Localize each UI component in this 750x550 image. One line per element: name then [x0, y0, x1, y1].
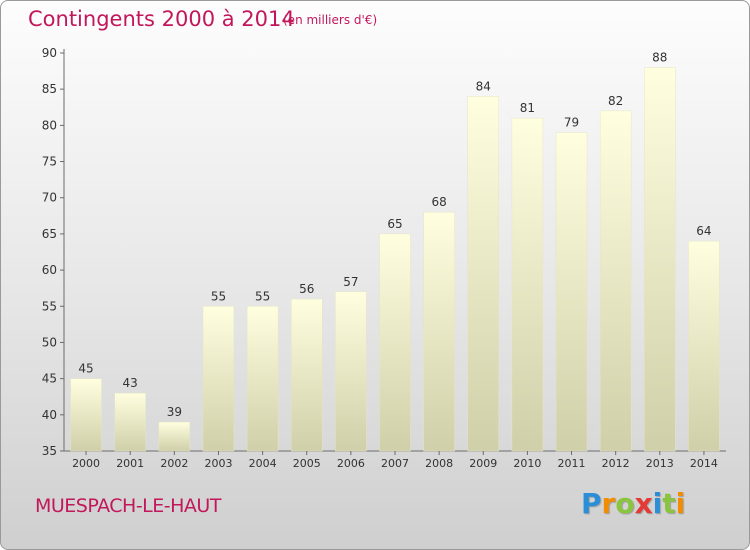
- place-name: MUESPACH-LE-HAUT: [35, 495, 221, 517]
- x-tick-label: 2009: [469, 457, 497, 470]
- chart-title: Contingents 2000 à 2014: [28, 7, 295, 31]
- x-tick-label: 2000: [72, 457, 100, 470]
- proxiti-logo: Proxiti: [581, 487, 685, 520]
- bar: [644, 67, 676, 452]
- bar: [379, 233, 411, 452]
- y-tick-label: 55: [42, 299, 57, 313]
- x-tick-label: 2003: [204, 457, 232, 470]
- data-label: 39: [167, 405, 182, 419]
- y-tick-label: 65: [42, 227, 57, 241]
- bar: [70, 378, 102, 452]
- bar: [202, 306, 235, 452]
- bar: [290, 298, 323, 452]
- logo-letter: P: [581, 487, 602, 520]
- x-tick-label: 2008: [425, 457, 453, 470]
- x-tick-label: 2010: [513, 457, 541, 470]
- y-tick-label: 35: [42, 444, 57, 458]
- bar: [599, 110, 632, 452]
- x-tick-label: 2011: [558, 457, 586, 470]
- y-tick-label: 70: [42, 191, 57, 205]
- data-label: 65: [387, 217, 402, 231]
- data-label: 84: [476, 79, 491, 93]
- x-tick-label: 2014: [690, 457, 718, 470]
- y-tick-label: 40: [42, 408, 57, 422]
- bar: [114, 392, 146, 452]
- data-label: 57: [343, 275, 358, 289]
- x-tick-label: 2001: [116, 457, 144, 470]
- data-label: 88: [652, 50, 667, 64]
- bar: [423, 211, 455, 452]
- x-tick-label: 2012: [602, 457, 630, 470]
- bar: [335, 291, 367, 452]
- logo-letter: o: [615, 487, 635, 520]
- x-tick-label: 2013: [646, 457, 674, 470]
- data-label: 82: [608, 94, 623, 108]
- logo-letter: i: [675, 487, 686, 520]
- logo-letter: x: [634, 487, 653, 520]
- data-label: 45: [78, 362, 93, 376]
- data-label: 68: [431, 195, 446, 209]
- bar: [555, 132, 588, 452]
- x-tick-label: 2007: [381, 457, 409, 470]
- logo-letter: r: [601, 487, 616, 520]
- bar: [158, 421, 191, 452]
- x-tick-label: 2004: [249, 457, 277, 470]
- y-tick-label: 50: [42, 335, 57, 349]
- y-tick-label: 80: [42, 118, 57, 132]
- y-tick-label: 45: [42, 372, 57, 386]
- chart-subtitle: (en milliers d'€): [283, 13, 378, 27]
- y-tick-label: 75: [42, 155, 57, 169]
- data-label: 56: [299, 282, 314, 296]
- data-label: 43: [123, 376, 138, 390]
- x-tick-label: 2006: [337, 457, 365, 470]
- x-tick-label: 2002: [160, 457, 188, 470]
- x-tick-label: 2005: [293, 457, 321, 470]
- data-label: 64: [696, 224, 711, 238]
- logo-letter: t: [662, 487, 676, 520]
- data-label: 79: [564, 116, 579, 130]
- data-label: 55: [211, 289, 226, 303]
- y-tick-label: 90: [42, 46, 57, 60]
- y-tick-label: 85: [42, 82, 57, 96]
- data-label: 81: [520, 101, 535, 115]
- bar: [467, 96, 500, 452]
- bar: [511, 117, 544, 452]
- data-label: 55: [255, 289, 270, 303]
- bar: [246, 306, 279, 452]
- bar: [688, 240, 720, 452]
- logo-letter: i: [652, 487, 663, 520]
- y-tick-label: 60: [42, 263, 57, 277]
